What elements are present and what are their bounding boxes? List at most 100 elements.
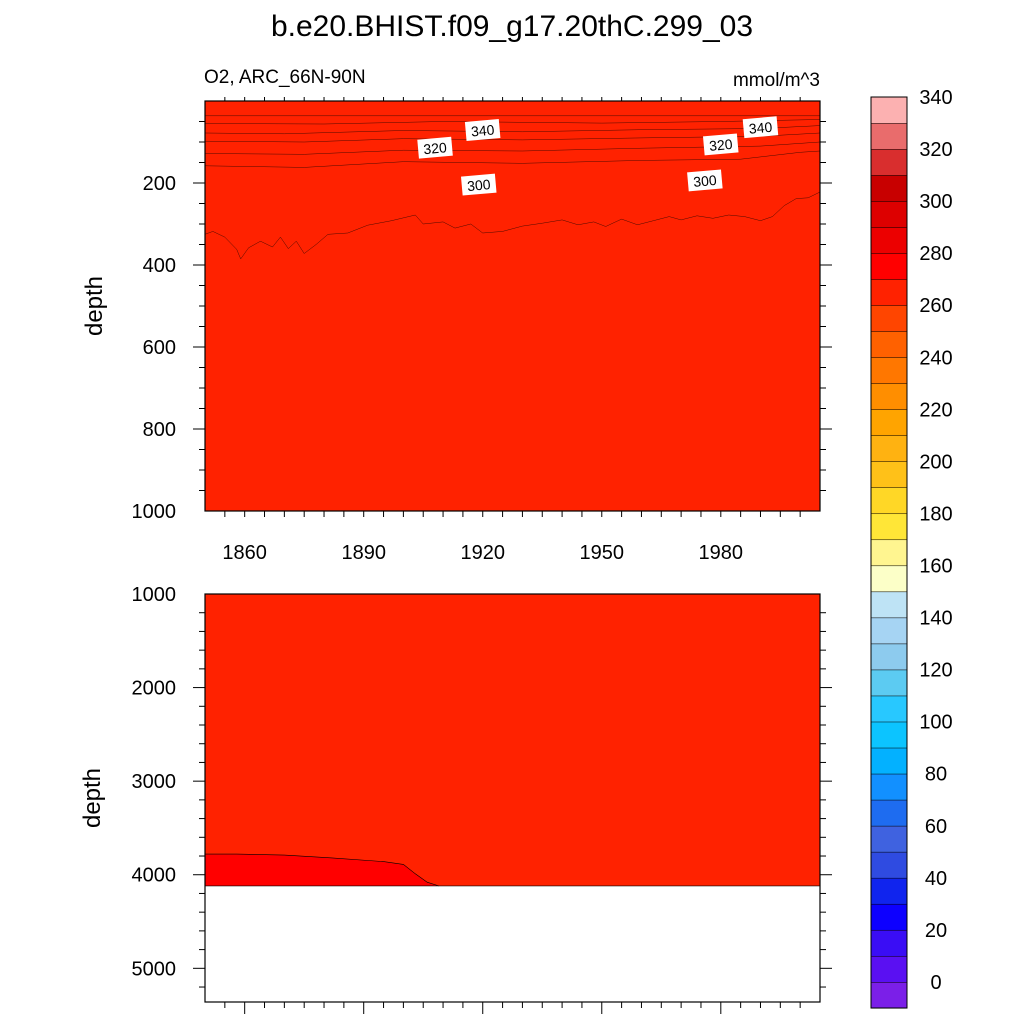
colorbar-swatch — [870, 825, 908, 853]
lower-contour-line-0 — [205, 853, 440, 887]
colorbar-swatch — [870, 721, 908, 749]
x-tick-label: 1980 — [699, 542, 744, 564]
colorbar-swatch — [870, 174, 908, 202]
lower-axis-ticks: 1000 2000 3000 4000 5000 — [132, 584, 832, 1014]
colorbar-label: 140 — [919, 608, 952, 630]
colorbar-swatch — [870, 591, 908, 619]
colorbar-swatch — [870, 487, 908, 515]
variable-region-label: O2, ARC_66N-90N — [204, 67, 366, 88]
colorbar-swatch — [870, 226, 908, 254]
contour-label-bg — [417, 136, 453, 159]
upper-contour-labels: 340 320 300 340 320 300 — [417, 116, 779, 196]
upper-y-axis-label: depth — [81, 276, 108, 336]
contour-label-bg — [702, 133, 739, 156]
upper-contour-line-5 — [205, 150, 820, 168]
contour-label-bg — [687, 169, 723, 192]
contour-label: 320 — [702, 133, 739, 156]
x-tick-label: 1920 — [460, 542, 505, 564]
contour-label-bg — [464, 119, 501, 141]
contour-label-text: 320 — [423, 139, 448, 157]
colorbar-swatch — [870, 747, 908, 775]
upper-contour-fills — [205, 101, 820, 511]
lower-y-tick-label: 2000 — [132, 678, 177, 700]
upper-y-tick-label: 400 — [143, 255, 176, 277]
lower-base-fill — [205, 594, 820, 886]
contour-label-text: 340 — [470, 121, 495, 139]
colorbar-swatch — [870, 851, 908, 879]
colorbar-swatch — [870, 877, 908, 905]
colorbar-label: 200 — [919, 451, 952, 473]
colorbar: 0 20 40 60 80 100 120 140 160 180 200 220 240 260 280 3… — [870, 87, 953, 1009]
contour-label-text: 300 — [693, 172, 718, 190]
colorbar-label: 300 — [919, 191, 952, 213]
colorbar-label: 220 — [919, 399, 952, 421]
colorbar-swatch — [870, 122, 908, 150]
colorbar-swatch — [870, 252, 908, 280]
colorbar-swatch — [870, 565, 908, 593]
lower-contour-region-0 — [205, 854, 440, 886]
colorbar-swatch — [870, 643, 908, 671]
upper-contour-band-7 — [205, 101, 820, 511]
colorbar-swatch — [870, 278, 908, 306]
colorbar-swatch — [870, 331, 908, 358]
colorbar-swatch — [870, 695, 908, 723]
contour-label: 320 — [417, 136, 453, 159]
contour-label-text: 320 — [708, 136, 733, 154]
lower-plot-frame — [204, 593, 821, 1003]
colorbar-swatch — [870, 304, 908, 332]
upper-y-tick-label: 1000 — [132, 501, 177, 523]
colorbar-swatch — [870, 669, 908, 697]
colorbar-label: 60 — [925, 816, 947, 838]
lower-y-axis-label: depth — [79, 768, 106, 828]
colorbar-swatch — [870, 799, 908, 827]
upper-contour-line-4 — [205, 141, 820, 155]
colorbar-label: 340 — [919, 87, 952, 109]
upper-panel: 340 320 300 340 320 300 200 400 600 800 1000 1860 1… — [81, 97, 832, 564]
x-tick-label: 1950 — [580, 542, 625, 564]
colorbar-label: 0 — [930, 972, 941, 994]
upper-y-tick-label: 800 — [143, 419, 176, 441]
colorbar-swatch — [870, 773, 908, 801]
x-tick-label: 1890 — [341, 542, 386, 564]
lower-y-tick-label: 3000 — [132, 771, 177, 793]
upper-y-tick-label: 200 — [143, 173, 176, 195]
contour-label-bg — [742, 116, 779, 139]
colorbar-label: 260 — [919, 295, 952, 317]
colorbar-label: 100 — [919, 712, 952, 734]
colorbar-label: 280 — [919, 243, 952, 265]
colorbar-label: 180 — [919, 504, 952, 526]
contour-label: 340 — [742, 116, 779, 139]
colorbar-swatch — [870, 929, 908, 957]
contour-label-text: 300 — [466, 176, 491, 194]
colorbar-label: 320 — [919, 139, 952, 161]
colorbar-swatch — [870, 539, 908, 567]
colorbar-swatch — [870, 357, 908, 384]
contour-label: 300 — [460, 173, 497, 196]
colorbar-swatch — [870, 383, 908, 410]
colorbar-swatch — [870, 981, 908, 1009]
colorbar-label: 40 — [925, 868, 947, 890]
x-tick-label: 1860 — [222, 542, 267, 564]
upper-contour-line-1 — [205, 119, 820, 125]
colorbar-label: 20 — [925, 920, 947, 942]
lower-y-tick-label: 4000 — [132, 865, 177, 887]
lower-panel: 1000 2000 3000 4000 5000 depth — [79, 584, 832, 1014]
colorbar-label: 80 — [925, 764, 947, 786]
lower-contour-fills — [205, 594, 820, 887]
colorbar-label: 240 — [919, 347, 952, 369]
lower-y-tick-label: 1000 — [132, 584, 177, 606]
upper-contour-line-6 — [205, 191, 820, 260]
colorbar-swatch — [870, 903, 908, 931]
colorbar-frame — [870, 96, 908, 1009]
colorbar-swatch — [870, 513, 908, 541]
colorbar-label: 120 — [919, 660, 952, 682]
colorbar-label: 160 — [919, 556, 952, 578]
colorbar-swatch — [870, 955, 908, 983]
contour-label: 300 — [687, 169, 723, 192]
upper-y-tick-label: 600 — [143, 337, 176, 359]
colorbar-swatch — [870, 435, 908, 462]
contour-label-text: 340 — [748, 119, 773, 137]
colorbar-swatch — [870, 461, 908, 488]
colorbar-swatch — [870, 148, 908, 176]
